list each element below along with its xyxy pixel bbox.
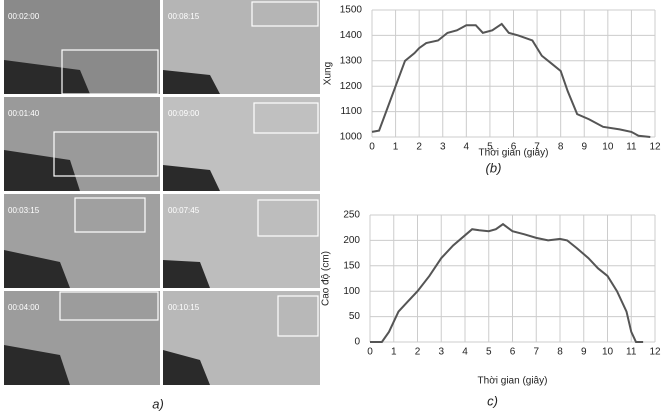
x-tick-label: 12 [649, 347, 661, 358]
timestamp: 00:09:00 [168, 109, 200, 118]
y-tick-label: 1200 [340, 81, 363, 92]
x-tick-label: 5 [486, 347, 492, 358]
y-tick-label: 100 [343, 286, 360, 297]
timestamp: 00:01:40 [8, 109, 40, 118]
x-tick-label: 8 [557, 347, 563, 358]
timestamp: 00:08:15 [168, 12, 200, 21]
timestamp: 00:04:00 [8, 303, 40, 312]
x-tick-label: 6 [511, 142, 517, 153]
arm [4, 60, 220, 385]
x-tick-label: 1 [391, 347, 397, 358]
x-axis-label: Thời gian (giây) [478, 376, 548, 387]
x-tick-label: 0 [369, 142, 375, 153]
y-tick-label: 1300 [340, 55, 363, 66]
caption: (b) [486, 160, 502, 175]
y-axis-label: Cao độ (cm) [321, 251, 332, 306]
x-tick-label: 4 [462, 347, 468, 358]
y-tick-label: 1500 [340, 5, 363, 16]
caption: c) [487, 393, 498, 408]
x-tick-label: 2 [416, 142, 422, 153]
timestamp: 00:10:15 [168, 303, 200, 312]
y-tick-label: 150 [343, 260, 360, 271]
y-axis-label: Xung [323, 62, 334, 85]
y-tick-label: 200 [343, 235, 360, 246]
x-tick-label: 12 [649, 142, 661, 153]
x-tick-label: 7 [533, 347, 539, 358]
x-tick-label: 9 [581, 142, 587, 153]
x-tick-label: 10 [602, 347, 614, 358]
photo-grid [4, 0, 320, 385]
x-tick-label: 11 [626, 142, 637, 153]
x-tick-label: 8 [558, 142, 564, 153]
y-tick-label: 250 [343, 210, 360, 221]
x-tick-label: 3 [440, 142, 446, 153]
y-tick-label: 0 [354, 337, 360, 348]
x-tick-label: 1 [393, 142, 399, 153]
x-tick-label: 9 [581, 347, 587, 358]
timestamp: 00:02:00 [8, 12, 40, 21]
detection-boxes [53, 1, 319, 337]
x-tick-label: 0 [367, 347, 373, 358]
x-axis-label: Thời gian (giây) [479, 148, 549, 159]
x-tick-label: 5 [487, 142, 493, 153]
timestamp: 00:03:15 [8, 206, 40, 215]
y-tick-label: 50 [349, 311, 361, 322]
caption: a) [152, 396, 164, 411]
y-tick-label: 1100 [340, 106, 362, 117]
y-tick-label: 1400 [340, 30, 363, 41]
data-line [370, 222, 644, 343]
x-tick-label: 11 [626, 347, 637, 358]
x-tick-label: 2 [415, 347, 421, 358]
x-tick-label: 10 [602, 142, 614, 153]
x-tick-label: 3 [438, 347, 444, 358]
data-line [371, 22, 651, 138]
y-tick-label: 1000 [340, 132, 363, 143]
x-tick-label: 6 [510, 347, 516, 358]
x-tick-label: 4 [464, 142, 470, 153]
x-tick-label: 7 [534, 142, 540, 153]
timestamp: 00:07:45 [168, 206, 200, 215]
